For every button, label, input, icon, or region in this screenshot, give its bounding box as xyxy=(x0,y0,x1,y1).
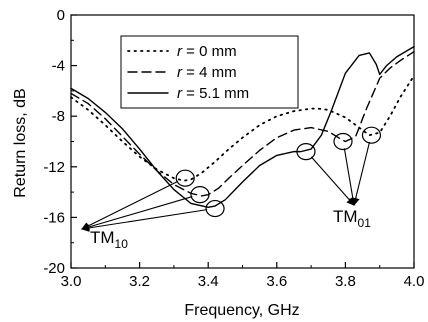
y-tick-label: -20 xyxy=(43,260,65,277)
series-line-2 xyxy=(70,45,415,208)
legend-label-2: r = 5.1 mm xyxy=(177,85,249,102)
resonance-marker xyxy=(190,186,210,204)
y-tick-label: -16 xyxy=(43,209,65,226)
marker-arrow xyxy=(351,141,371,206)
resonance-marker xyxy=(361,126,382,144)
x-tick-label: 3.0 xyxy=(61,273,82,290)
marker-arrow xyxy=(81,180,179,230)
annotation-layer xyxy=(81,126,382,232)
tm10-label: TM10 xyxy=(90,228,128,251)
x-tick-label: 3.2 xyxy=(129,273,150,290)
series-layer xyxy=(70,45,415,208)
y-tick-label: -4 xyxy=(52,58,65,75)
x-tick-label: 3.6 xyxy=(266,273,287,290)
legend: r = 0 mm r = 4 mm r = 5.1 mm xyxy=(120,35,299,109)
resonance-marker xyxy=(175,169,195,187)
tm01-label: TM01 xyxy=(333,207,371,230)
axes: 3.0 3.2 3.4 3.6 3.8 4.0 -20 -16 -12 -8 -4 0 xyxy=(43,7,424,290)
marker-arrow xyxy=(343,148,357,206)
legend-label-1: r = 4 mm xyxy=(177,64,237,81)
resonance-marker xyxy=(296,143,316,161)
y-tick-label: -8 xyxy=(52,108,65,125)
marker-arrow xyxy=(81,196,193,231)
resonance-marker xyxy=(205,199,225,218)
x-axis-title: Frequency, GHz xyxy=(184,302,299,319)
x-tick-label: 3.4 xyxy=(198,273,219,290)
y-tick-label: 0 xyxy=(57,7,65,24)
legend-label-0: r = 0 mm xyxy=(177,43,237,60)
x-tick-label: 3.8 xyxy=(335,273,356,290)
series-line-1 xyxy=(70,50,415,197)
y-axis-title: Return loss, dB xyxy=(12,88,29,197)
resonance-marker xyxy=(333,132,353,151)
x-tick-label: 4.0 xyxy=(404,273,425,290)
marker-arrow xyxy=(81,209,208,232)
y-tick-label: -12 xyxy=(43,159,65,176)
marker-arrow xyxy=(310,156,355,206)
